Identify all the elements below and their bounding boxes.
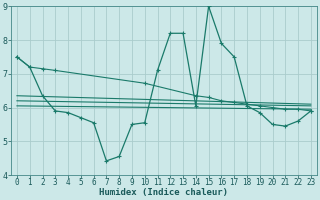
X-axis label: Humidex (Indice chaleur): Humidex (Indice chaleur) xyxy=(100,188,228,197)
